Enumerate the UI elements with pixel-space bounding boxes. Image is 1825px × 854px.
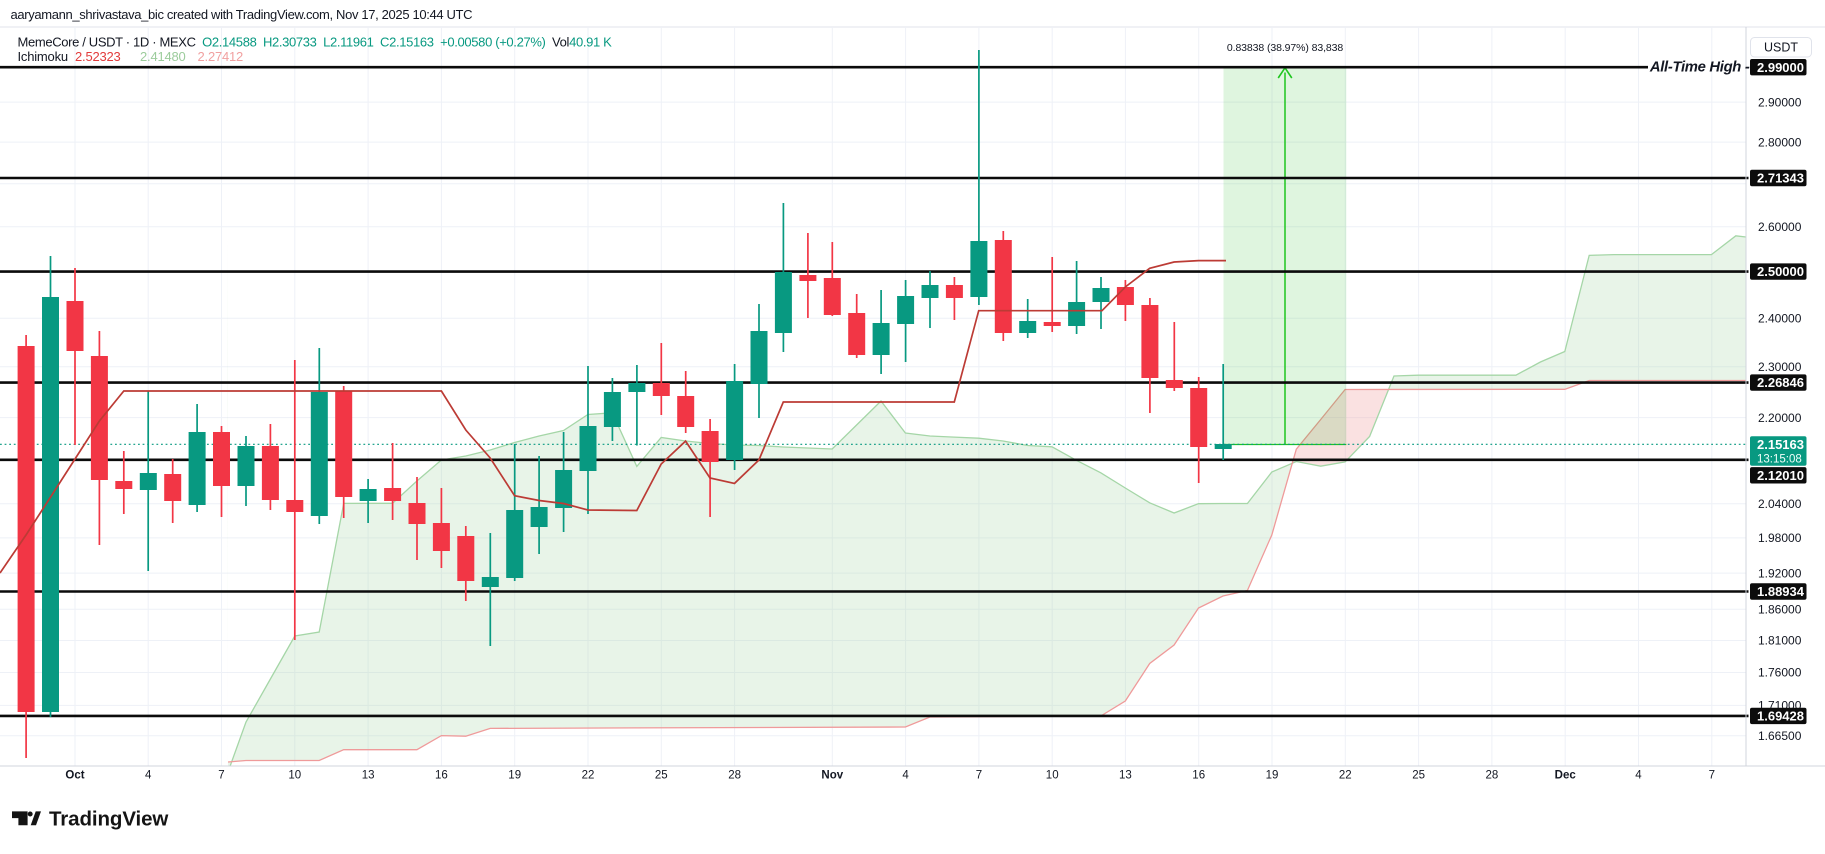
svg-text:4: 4 [1635, 770, 1642, 782]
svg-text:22: 22 [1339, 770, 1352, 782]
svg-text:7: 7 [976, 770, 982, 782]
svg-text:19: 19 [508, 770, 521, 782]
svg-text:2.80000: 2.80000 [1758, 135, 1802, 149]
svg-text:MemeCore / USDT · 1D · MEXC O: MemeCore / USDT · 1D · MEXC O2.14588 H2.… [18, 34, 613, 49]
svg-text:25: 25 [655, 770, 668, 782]
svg-text:28: 28 [1486, 770, 1499, 782]
svg-text:2.50000: 2.50000 [1757, 264, 1804, 279]
svg-text:All-Time High -: All-Time High - [1649, 59, 1750, 75]
svg-text:1.92000: 1.92000 [1758, 566, 1802, 580]
svg-text:2.71343: 2.71343 [1757, 171, 1804, 186]
svg-text:1.98000: 1.98000 [1758, 531, 1802, 545]
svg-text:1.69428: 1.69428 [1757, 709, 1804, 724]
svg-text:2.04000: 2.04000 [1758, 497, 1802, 511]
svg-text:Nov: Nov [821, 770, 843, 782]
svg-text:2.12010: 2.12010 [1757, 468, 1804, 483]
svg-text:2.60000: 2.60000 [1758, 220, 1802, 234]
svg-text:1.66500: 1.66500 [1758, 729, 1802, 743]
svg-text:TradingView: TradingView [49, 808, 168, 831]
svg-text:2.30000: 2.30000 [1758, 360, 1802, 374]
svg-text:1.86000: 1.86000 [1758, 603, 1802, 617]
svg-text:0.83838 (38.97%) 83,838: 0.83838 (38.97%) 83,838 [1227, 42, 1343, 54]
svg-text:4: 4 [145, 770, 152, 782]
svg-text:USDT: USDT [1764, 41, 1798, 55]
svg-text:16: 16 [435, 770, 448, 782]
svg-text:aaryamann_shrivastava_bic crea: aaryamann_shrivastava_bic created with T… [11, 7, 473, 22]
svg-text:13:15:08: 13:15:08 [1757, 454, 1802, 466]
svg-text:2.26846: 2.26846 [1757, 375, 1804, 390]
svg-text:2.90000: 2.90000 [1758, 95, 1802, 109]
svg-text:2.99000: 2.99000 [1757, 60, 1804, 75]
svg-text:Oct: Oct [65, 770, 84, 782]
svg-text:19: 19 [1266, 770, 1279, 782]
svg-text:22: 22 [582, 770, 595, 782]
svg-text:10: 10 [288, 770, 301, 782]
svg-text:10: 10 [1046, 770, 1059, 782]
svg-text:1.76000: 1.76000 [1758, 666, 1802, 680]
svg-text:7: 7 [1709, 770, 1715, 782]
svg-text:7: 7 [218, 770, 224, 782]
svg-text:13: 13 [362, 770, 375, 782]
svg-text:1.81000: 1.81000 [1758, 634, 1802, 648]
svg-text:2.20000: 2.20000 [1758, 411, 1802, 425]
svg-text:Dec: Dec [1555, 770, 1577, 782]
svg-text:25: 25 [1412, 770, 1425, 782]
svg-text:2.15163: 2.15163 [1757, 437, 1804, 452]
svg-text:1.88934: 1.88934 [1757, 584, 1805, 599]
svg-text:13: 13 [1119, 770, 1132, 782]
svg-text:16: 16 [1192, 770, 1205, 782]
svg-text:4: 4 [902, 770, 909, 782]
svg-text:2.40000: 2.40000 [1758, 311, 1802, 325]
svg-text:28: 28 [728, 770, 741, 782]
